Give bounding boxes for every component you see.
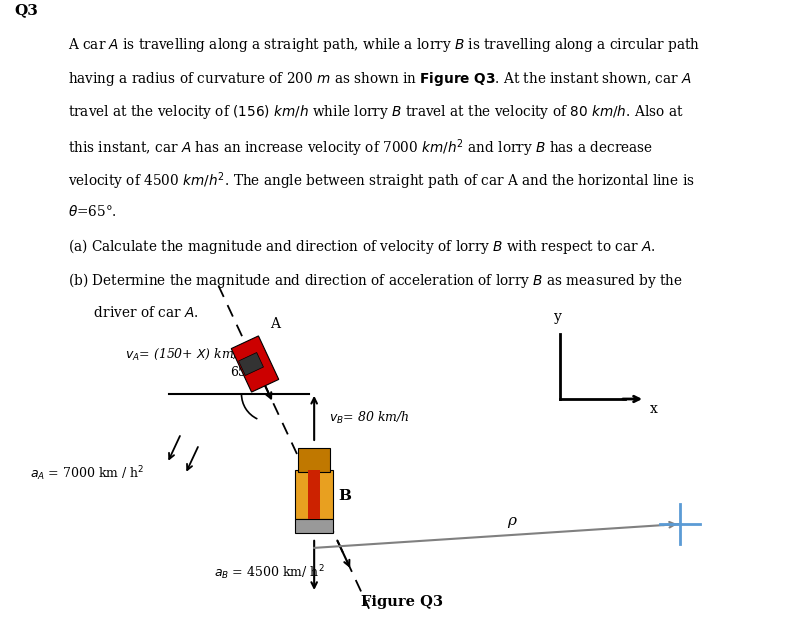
Bar: [298, 448, 330, 472]
Text: A: A: [270, 317, 280, 331]
Text: B: B: [338, 489, 351, 503]
Text: y: y: [554, 310, 562, 324]
Text: x: x: [650, 402, 658, 416]
Text: (a) Calculate the magnitude and direction of velocity of lorry $\mathit{B}$ with: (a) Calculate the magnitude and directio…: [68, 237, 656, 257]
Text: having a radius of curvature of 200 $\mathit{m}$ as shown in $\mathbf{Figure\ Q3: having a radius of curvature of 200 $\ma…: [68, 70, 692, 88]
Text: Figure Q3: Figure Q3: [361, 595, 443, 609]
Polygon shape: [231, 336, 279, 392]
Bar: [295, 519, 333, 533]
Text: 65°: 65°: [230, 366, 252, 378]
Bar: [308, 470, 320, 519]
Text: Q3: Q3: [14, 3, 39, 17]
Text: $v_B$= 80 km/h: $v_B$= 80 km/h: [329, 410, 410, 426]
Text: $a_A$ = 7000 km / h$^2$: $a_A$ = 7000 km / h$^2$: [30, 464, 145, 484]
Text: $\theta$=65°.: $\theta$=65°.: [68, 204, 118, 219]
Text: $v_{A}$= (150+ $X$) km/h: $v_{A}$= (150+ $X$) km/h: [125, 347, 246, 361]
Text: A car $\mathit{A}$ is travelling along a straight path, while a lorry $\mathit{B: A car $\mathit{A}$ is travelling along a…: [68, 37, 700, 55]
Polygon shape: [238, 353, 263, 376]
Text: driver of car $\mathit{A}$.: driver of car $\mathit{A}$.: [68, 304, 199, 319]
Text: $a_B$ = 4500 km/ h$^2$: $a_B$ = 4500 km/ h$^2$: [214, 564, 324, 582]
Text: this instant, car $\mathit{A}$ has an increase velocity of 7000 $\mathit{km/h^2}: this instant, car $\mathit{A}$ has an in…: [68, 137, 654, 159]
Text: ρ: ρ: [507, 514, 516, 528]
Bar: [295, 470, 333, 519]
Text: travel at the velocity of $(156)$ $\mathit{km/h}$ while lorry $\mathit{B}$ trave: travel at the velocity of $(156)$ $\math…: [68, 104, 684, 122]
Text: velocity of 4500 $\mathit{km/h^2}$. The angle between straight path of car A and: velocity of 4500 $\mathit{km/h^2}$. The …: [68, 170, 696, 192]
Text: (b) Determine the magnitude and direction of acceleration of lorry $\mathit{B}$ : (b) Determine the magnitude and directio…: [68, 271, 683, 290]
